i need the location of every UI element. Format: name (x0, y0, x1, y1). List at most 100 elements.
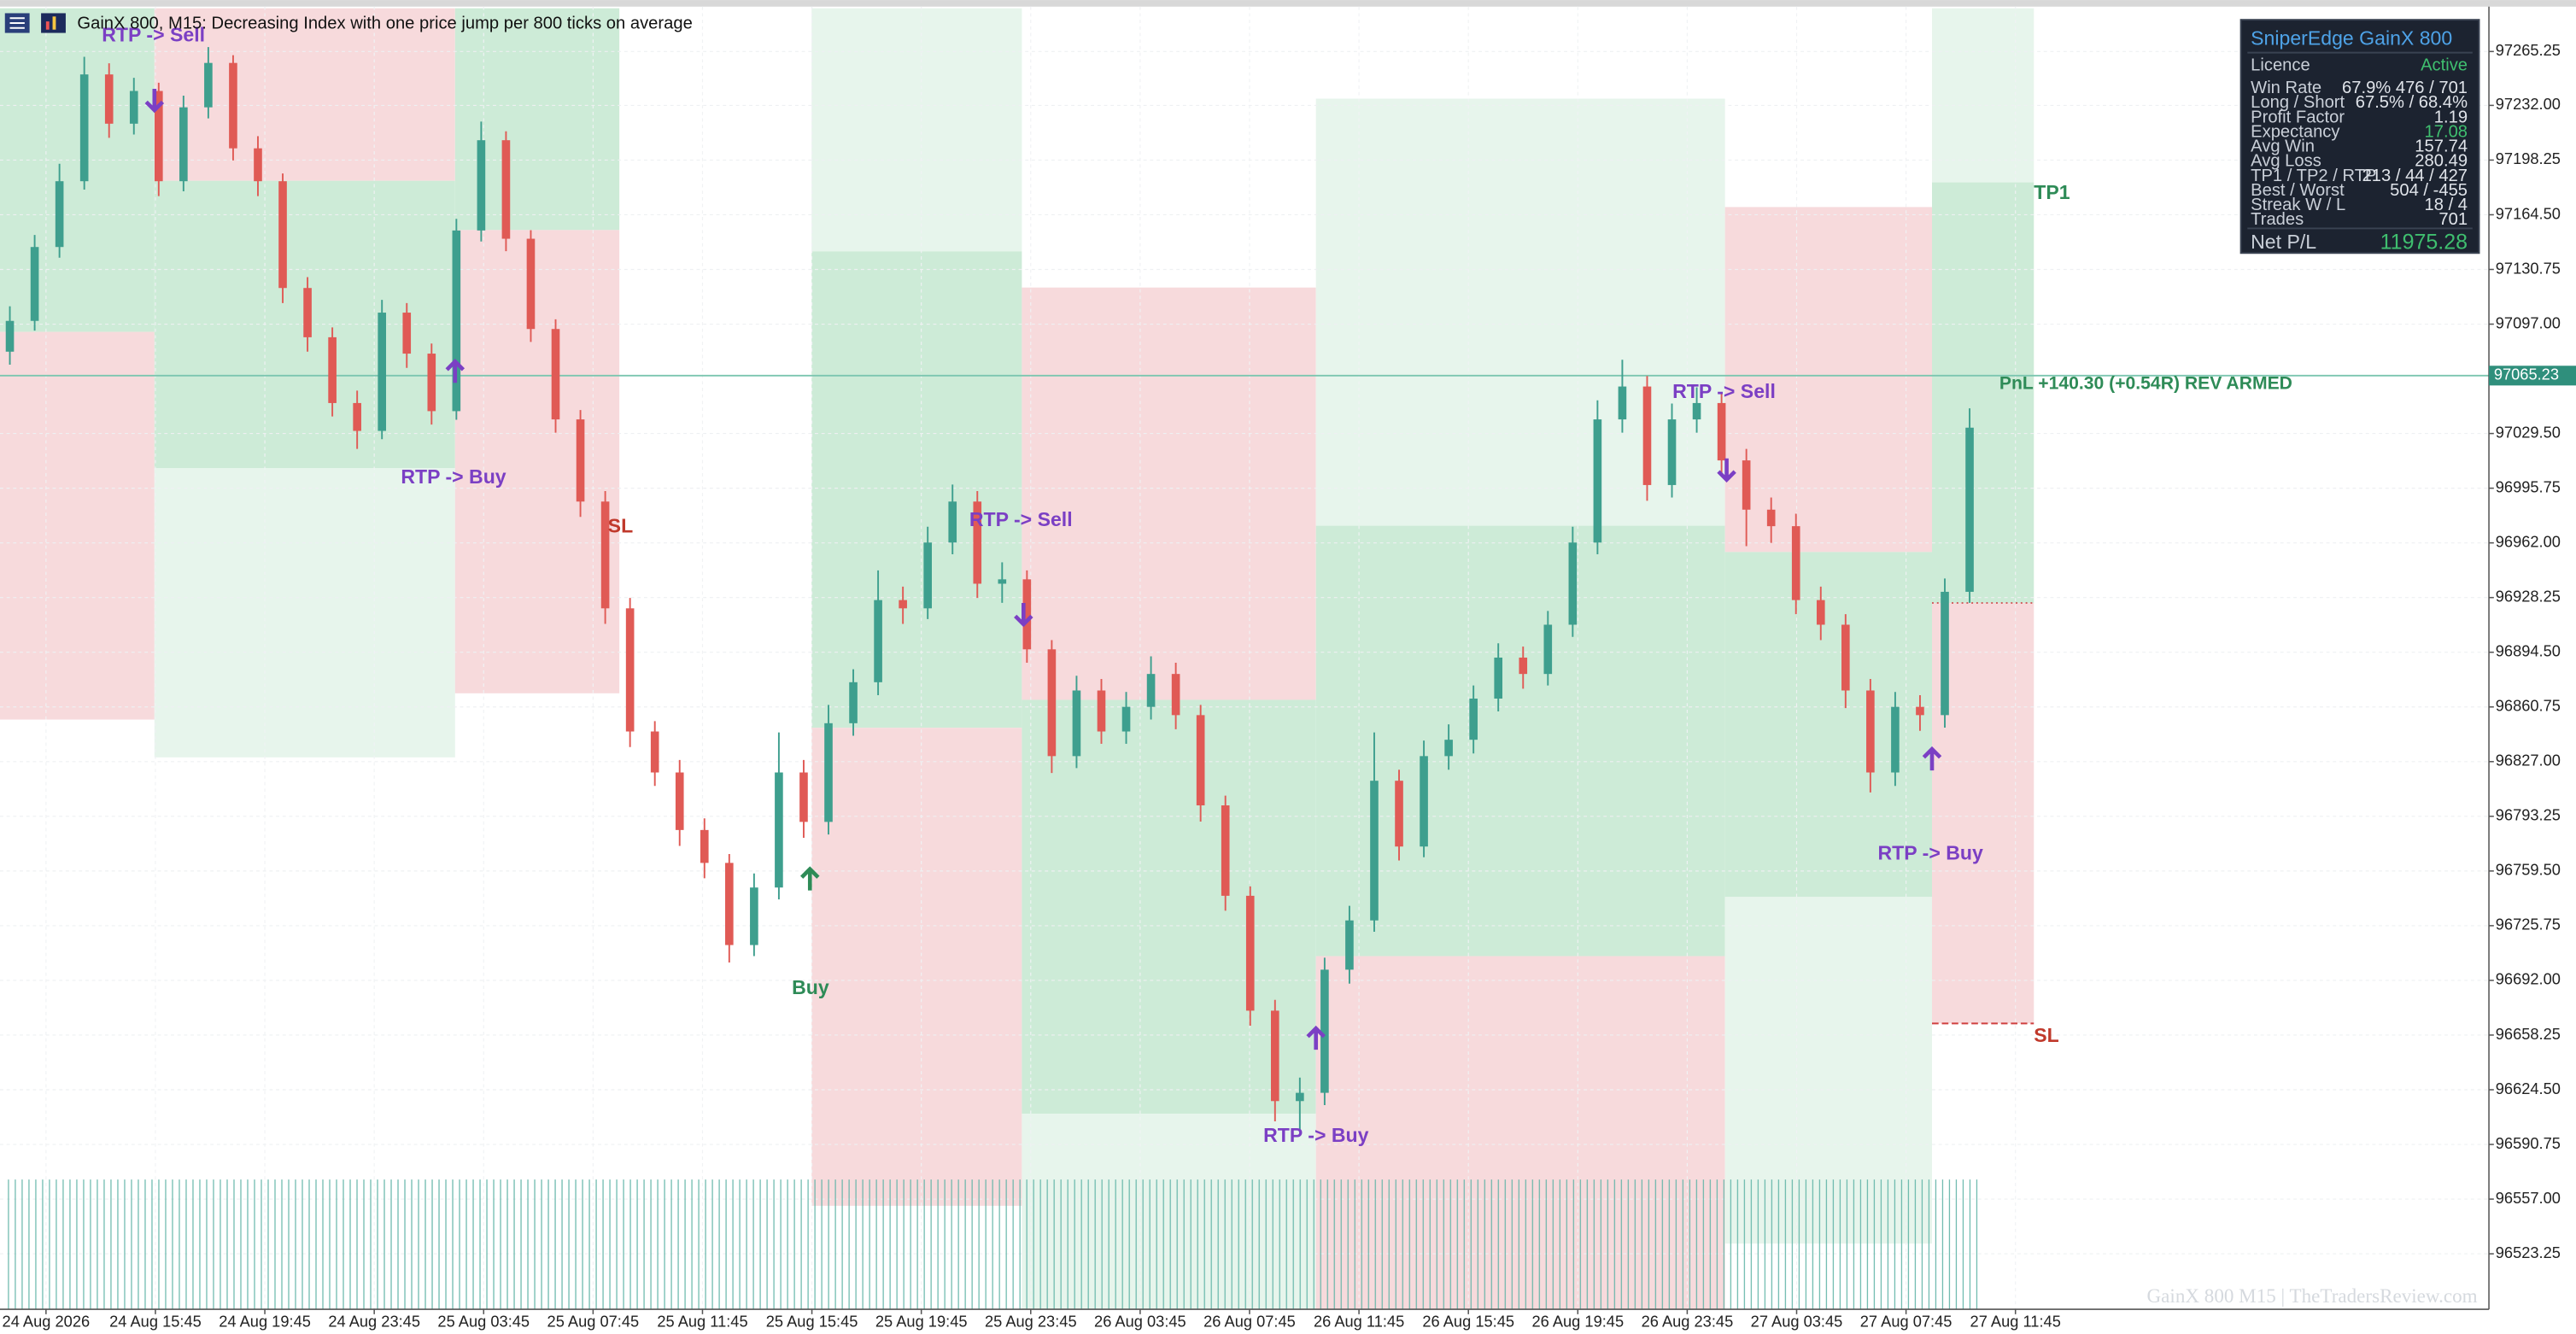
candle-body (1816, 600, 1825, 625)
x-tick-label: 26 Aug 15:45 (1422, 1312, 1514, 1330)
zone (454, 230, 620, 693)
panel-value: 18 / 4 (2425, 196, 2468, 214)
panel-value: 504 / -455 (2390, 181, 2468, 200)
y-tick-label: 96523.25 (2496, 1243, 2561, 1261)
annotations: RTP -> Sell RTP -> Buy SL RTP -> Sell Buy RTP… (102, 23, 2292, 1146)
candle-body (973, 501, 982, 584)
panel-value: 280.49 (2415, 152, 2468, 171)
candle-body (1791, 526, 1800, 600)
zone (1022, 287, 1316, 700)
candle-body (650, 731, 659, 773)
candle-body (501, 140, 511, 239)
zone (1315, 98, 1725, 526)
x-tick-label: 25 Aug 11:45 (657, 1312, 747, 1330)
y-tick-label: 96928.25 (2496, 588, 2561, 606)
y-tick-label: 96692.00 (2496, 970, 2561, 988)
zone (1932, 182, 2034, 603)
candle-body (1519, 657, 1528, 675)
panel-label: Trades (2251, 210, 2304, 229)
panel-label: Streak W / L (2251, 196, 2345, 214)
panel-label: Long / Short (2251, 93, 2345, 112)
y-tick-label: 96793.25 (2496, 806, 2561, 824)
annotation: PnL +140.30 (+0.54R) REV ARMED (1999, 374, 2292, 394)
candle-body (1196, 715, 1205, 806)
x-tick-label: 26 Aug 11:45 (1314, 1312, 1404, 1330)
candle-body (899, 600, 907, 609)
annotation: RTP -> Buy (1263, 1124, 1368, 1146)
candle-body (1245, 895, 1255, 1011)
zone (1932, 8, 2034, 183)
y-axis: 97265.25 97232.00 97198.25 97164.50 97130.75… (2489, 41, 2576, 1261)
panel-bg (2239, 19, 2480, 255)
y-tick-label: 96962.00 (2496, 532, 2561, 550)
chart-icon (52, 16, 56, 30)
candle-body (675, 772, 684, 830)
chart-icon (45, 21, 50, 30)
x-tick-label: 26 Aug 19:45 (1531, 1312, 1624, 1330)
zone (1022, 699, 1316, 1115)
panel-label: Expectancy (2251, 122, 2340, 141)
x-tick-label: 27 Aug 03:45 (1751, 1312, 1843, 1330)
candle-body (1692, 402, 1701, 420)
panel-label: Profit Factor (2251, 108, 2345, 126)
candle-body (750, 887, 758, 945)
y-tick-label: 96759.50 (2496, 861, 2561, 879)
candle-body (1420, 756, 1428, 847)
candle-body (303, 288, 312, 337)
candle-body (1171, 674, 1180, 716)
candle-body (1345, 920, 1354, 970)
panel-value: 67.5% / 68.4% (2356, 93, 2468, 112)
net-value: 11975.28 (2380, 230, 2468, 254)
candle-body (923, 542, 932, 609)
zone (154, 468, 455, 758)
candle-body (1047, 649, 1057, 757)
candle-body (1891, 706, 1900, 773)
candle-body (1618, 386, 1627, 420)
candle-body (1146, 674, 1156, 707)
x-axis: 24 Aug 2026 24 Aug 15:45 24 Aug 19:45 24 Au… (3, 1309, 2061, 1330)
candle-body (427, 354, 436, 412)
candle-body (1370, 781, 1379, 921)
candle-body (353, 402, 361, 431)
y-tick-label: 96557.00 (2496, 1189, 2561, 1207)
candle-body (1221, 805, 1230, 896)
candle-body (1320, 969, 1329, 1093)
y-tick-label: 96590.75 (2496, 1134, 2561, 1152)
zone (1724, 207, 1932, 553)
candle-body (998, 579, 1007, 584)
panel-value: 701 (2438, 210, 2468, 229)
x-tick-label: 26 Aug 23:45 (1642, 1312, 1734, 1330)
annotation: RTP -> Buy (401, 465, 506, 488)
candle-body (254, 148, 262, 182)
candle-body (1444, 740, 1453, 757)
candle-body (700, 829, 709, 863)
candle-body (1568, 542, 1578, 625)
candle-body (378, 313, 387, 431)
annotation: RTP -> Sell (969, 508, 1073, 530)
candle-body (79, 74, 89, 182)
annotation: TP1 (2034, 181, 2070, 203)
candle-body (1916, 706, 1924, 716)
candles (5, 47, 1974, 1130)
x-tick-label: 25 Aug 07:45 (547, 1312, 640, 1330)
candle-body (1270, 1010, 1279, 1102)
candle-body (1742, 460, 1751, 510)
zone (811, 8, 1022, 252)
panel-value: 1.19 (2434, 108, 2468, 126)
candle-body (1941, 591, 1949, 716)
candle-body (849, 682, 858, 723)
x-tick-label: 25 Aug 03:45 (437, 1312, 530, 1330)
candle-body (948, 501, 957, 543)
candle-body (576, 419, 585, 502)
candle-body (477, 140, 486, 231)
panel-label: Licence (2251, 56, 2310, 74)
candle-body (55, 181, 64, 248)
y-tick-label: 96894.50 (2496, 642, 2561, 660)
annotation: RTP -> Sell (102, 23, 205, 45)
candle-body (129, 91, 138, 124)
candle-body (452, 230, 461, 412)
y-tick-label: 96860.75 (2496, 697, 2561, 715)
y-tick-label: 96624.50 (2496, 1079, 2561, 1097)
x-tick-label: 24 Aug 15:45 (109, 1312, 202, 1330)
